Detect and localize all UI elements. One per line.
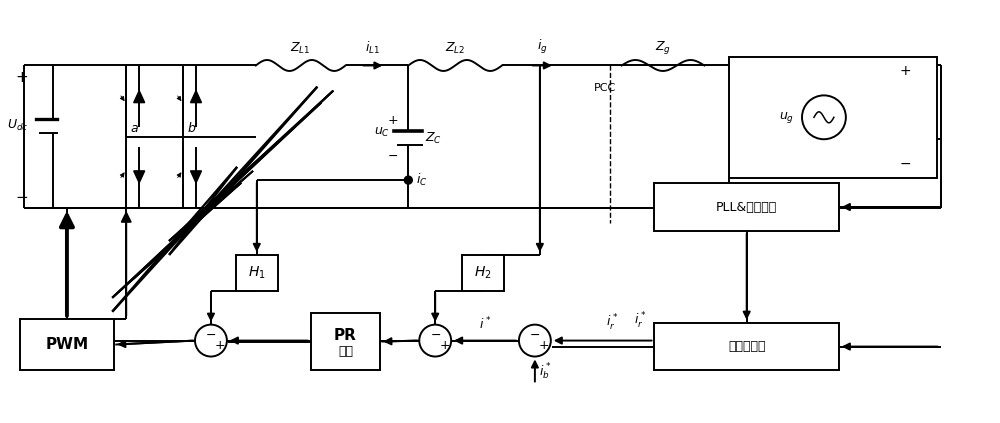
Circle shape (404, 176, 412, 184)
Text: $a$: $a$ (130, 122, 139, 135)
Bar (729, 57, 937, 178)
Text: $H_2$: $H_2$ (474, 265, 492, 281)
Bar (462, 255, 504, 291)
Text: PCC: PCC (594, 83, 616, 93)
Text: $+$: $+$ (899, 64, 911, 78)
Text: $b$: $b$ (187, 121, 196, 135)
Text: $-$: $-$ (430, 328, 441, 341)
Circle shape (802, 95, 846, 139)
Text: $i_r^*$: $i_r^*$ (634, 310, 647, 331)
Text: PWM: PWM (45, 337, 88, 352)
Text: $-$: $-$ (529, 328, 540, 341)
Text: $+$: $+$ (15, 71, 28, 85)
Bar (654, 183, 839, 231)
Text: $-$: $-$ (15, 188, 28, 203)
Text: $Z_g$: $Z_g$ (655, 38, 671, 55)
Text: $i^*$: $i^*$ (479, 316, 491, 332)
Text: 带通滤波器: 带通滤波器 (728, 340, 765, 353)
Polygon shape (134, 91, 145, 103)
Text: $H_1$: $H_1$ (248, 265, 266, 281)
Text: $i_b^*$: $i_b^*$ (539, 361, 551, 382)
Text: $u_g$: $u_g$ (779, 110, 794, 125)
Text: $+$: $+$ (439, 339, 450, 352)
Text: $Z_{L1}$: $Z_{L1}$ (290, 41, 311, 55)
Text: $u_C$: $u_C$ (374, 126, 390, 139)
Circle shape (195, 324, 227, 357)
Bar (236, 255, 278, 291)
Text: $+$: $+$ (538, 339, 549, 352)
Text: $+$: $+$ (214, 339, 226, 352)
Text: $Z_C$: $Z_C$ (425, 131, 442, 146)
Text: $i_C$: $i_C$ (416, 172, 428, 188)
Text: PR: PR (334, 328, 357, 343)
Text: $i_r^*$: $i_r^*$ (606, 313, 619, 332)
Text: $+$: $+$ (387, 114, 398, 127)
Text: $-$: $-$ (205, 328, 217, 341)
Polygon shape (191, 91, 201, 103)
Bar (311, 313, 380, 371)
Text: $i_{L1}$: $i_{L1}$ (365, 39, 380, 55)
Circle shape (419, 324, 451, 357)
Text: $Z_{L2}$: $Z_{L2}$ (445, 41, 465, 55)
Bar (654, 323, 839, 371)
Text: $U_{dc}$: $U_{dc}$ (7, 118, 28, 133)
Polygon shape (191, 171, 201, 183)
Text: 控制: 控制 (338, 345, 353, 358)
Polygon shape (134, 171, 145, 183)
Text: $-$: $-$ (387, 149, 398, 162)
Text: $-$: $-$ (899, 156, 911, 170)
Circle shape (519, 324, 551, 357)
Bar (20, 319, 114, 371)
Text: PLL&谐振监测: PLL&谐振监测 (716, 201, 777, 214)
Text: $i_g$: $i_g$ (537, 38, 547, 55)
